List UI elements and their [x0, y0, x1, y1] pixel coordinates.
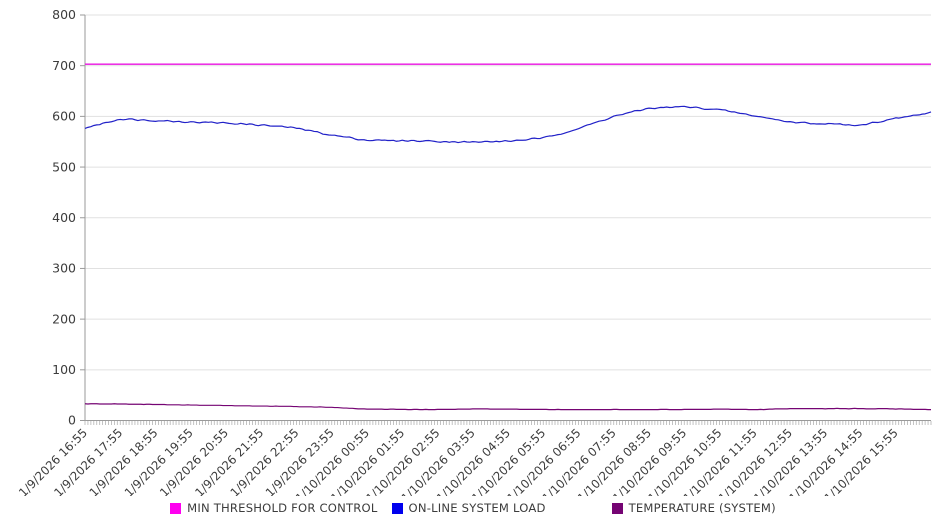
y-axis-label: 400 — [52, 210, 76, 225]
y-axis-label: 100 — [52, 362, 76, 377]
series-line-on-line-system-load — [84, 105, 932, 144]
legend-label-min-threshold-for-control: MIN THRESHOLD FOR CONTROL — [187, 501, 378, 515]
legend-swatch-min-threshold-for-control — [170, 502, 182, 514]
y-axis-label: 300 — [52, 261, 76, 276]
chart-legend: MIN THRESHOLD FOR CONTROL ON-LINE SYSTEM … — [0, 496, 946, 520]
legend-item-min-threshold-for-control[interactable]: MIN THRESHOLD FOR CONTROL — [170, 501, 377, 515]
legend-swatch-on-line-system-load — [391, 502, 403, 514]
y-axis-label: 700 — [52, 58, 76, 73]
y-axis-label: 600 — [52, 109, 76, 124]
y-axis-label: 200 — [52, 311, 76, 326]
legend-label-temperature-system: TEMPERATURE (SYSTEM) — [628, 501, 776, 515]
legend-label-on-line-system-load: ON-LINE SYSTEM LOAD — [408, 501, 546, 515]
legend-item-temperature-system[interactable]: TEMPERATURE (SYSTEM) — [611, 501, 776, 515]
series-line-temperature-system — [84, 403, 931, 411]
y-axis-label: 800 — [52, 7, 76, 22]
y-axis-label: 0 — [68, 413, 76, 428]
legend-swatch-temperature-system — [611, 502, 623, 514]
y-axis-label: 500 — [52, 159, 76, 174]
legend-item-on-line-system-load[interactable]: ON-LINE SYSTEM LOAD — [391, 501, 546, 515]
